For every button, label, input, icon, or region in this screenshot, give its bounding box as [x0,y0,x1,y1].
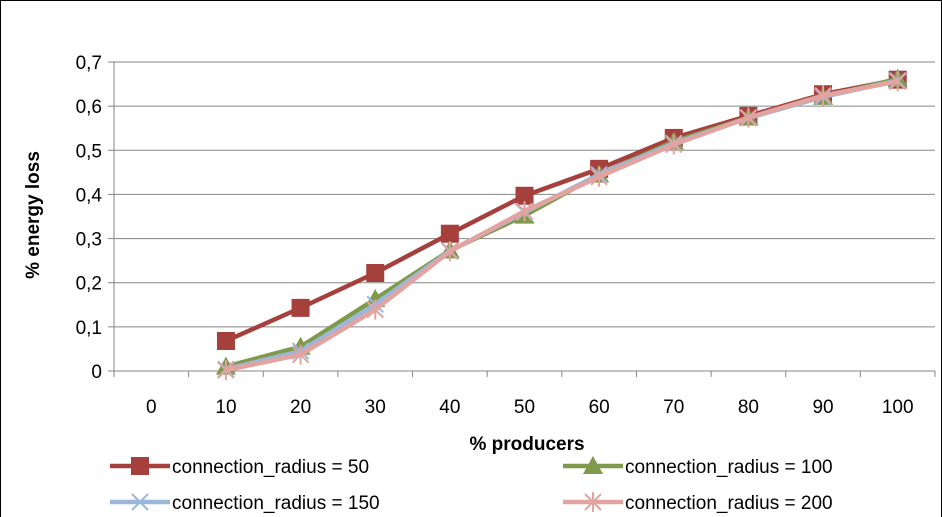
legend-label: connection_radius = 200 [625,493,833,514]
x-tick-label: 40 [439,397,460,418]
data-point [292,299,310,317]
data-point [217,332,235,350]
y-axis-title: % energy loss [23,151,44,279]
x-tick-label: 10 [215,397,236,418]
legend-label: connection_radius = 50 [172,457,369,478]
data-point [441,225,459,243]
legend-label: connection_radius = 150 [172,493,380,514]
x-tick-label: 50 [514,397,535,418]
x-axis-title: % producers [469,434,584,455]
x-tick-label: 30 [365,397,386,418]
y-tick-label: 0,6 [76,97,102,118]
y-tick-label: 0,3 [76,230,102,251]
x-tick-label: 20 [290,397,311,418]
y-tick-label: 0 [91,362,102,383]
legend-marker [131,457,149,475]
x-tick-label: 60 [589,397,610,418]
legend-item: connection_radius = 50 [110,457,369,478]
x-tick-label: 100 [882,397,914,418]
y-tick-label: 0,2 [76,274,102,295]
x-tick-label: 0 [146,397,157,418]
y-tick-label: 0,1 [76,318,102,339]
x-tick-label: 80 [738,397,759,418]
y-tick-label: 0,4 [76,185,103,206]
y-tick-label: 0,7 [76,53,102,74]
data-point [366,264,384,282]
y-tick-label: 0,5 [76,141,102,162]
x-tick-label: 70 [663,397,684,418]
x-tick-label: 90 [812,397,833,418]
legend-label: connection_radius = 100 [625,457,833,478]
